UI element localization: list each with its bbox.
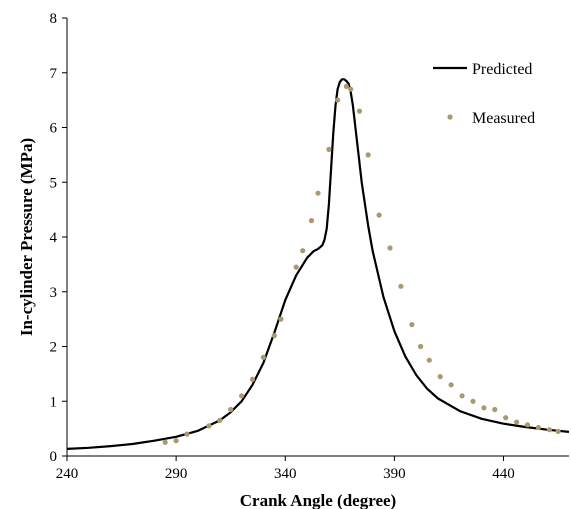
measured-point [217, 417, 223, 423]
measured-point [326, 146, 332, 152]
measured-point [398, 283, 404, 289]
measured-point [249, 376, 256, 382]
measured-point [555, 428, 561, 434]
y-tick-label: 6 [50, 121, 58, 137]
y-tick-label: 3 [50, 285, 58, 301]
y-tick-label: 2 [50, 340, 58, 356]
ticks: 240 290 340 390 440 0 1 2 3 4 5 6 7 8 [50, 11, 515, 482]
measured-point [348, 86, 354, 92]
y-tick-label: 0 [50, 449, 58, 465]
x-tick-label: 440 [492, 466, 515, 482]
measured-point [173, 438, 179, 444]
measured-point [546, 427, 553, 433]
measured-point [300, 248, 306, 254]
y-axis-title: In-cylinder Pressure (MPa) [17, 138, 36, 336]
measured-point [335, 97, 341, 103]
measured-point [409, 322, 415, 328]
measured-point [459, 393, 465, 399]
measured-point [365, 152, 371, 158]
legend-label-measured: Measured [472, 110, 535, 127]
measured-point [206, 423, 212, 429]
measured-point [293, 264, 299, 270]
measured-point [481, 405, 487, 411]
measured-point [448, 382, 454, 388]
legend-label-predicted: Predicted [472, 61, 532, 78]
measured-point [514, 419, 520, 425]
series-layer [66, 78, 570, 450]
y-tick-label: 5 [50, 175, 58, 191]
measured-point [418, 343, 424, 350]
measured-point [271, 333, 277, 339]
legend-swatch-measured [447, 114, 453, 120]
measured-point [535, 424, 542, 431]
x-tick-label: 340 [274, 466, 297, 482]
measured-point [315, 190, 321, 196]
measured-point [437, 374, 443, 380]
y-tick-label: 4 [50, 230, 58, 246]
measured-point [426, 357, 432, 363]
measured-point [387, 245, 393, 251]
measured-point [308, 218, 315, 224]
measured-point [376, 212, 382, 218]
measured-point [239, 393, 245, 399]
measured-point [278, 316, 284, 322]
measured-point [260, 354, 266, 360]
measured-point [356, 108, 363, 114]
legend: Predicted Measured [433, 61, 535, 127]
x-tick-label: 240 [56, 466, 79, 482]
y-tick-label: 1 [50, 394, 58, 410]
measured-point [228, 406, 234, 413]
measured-point [343, 83, 349, 89]
measured-point [470, 398, 476, 404]
measured-point [184, 431, 190, 437]
measured-point [524, 422, 531, 428]
measured-point [492, 406, 498, 413]
x-axis-title: Crank Angle (degree) [240, 491, 396, 509]
measured-point [503, 415, 509, 421]
x-tick-label: 390 [383, 466, 406, 482]
x-tick-label: 290 [165, 466, 188, 482]
y-tick-label: 8 [50, 11, 58, 27]
measured-point [162, 439, 168, 445]
y-tick-label: 7 [50, 66, 58, 82]
